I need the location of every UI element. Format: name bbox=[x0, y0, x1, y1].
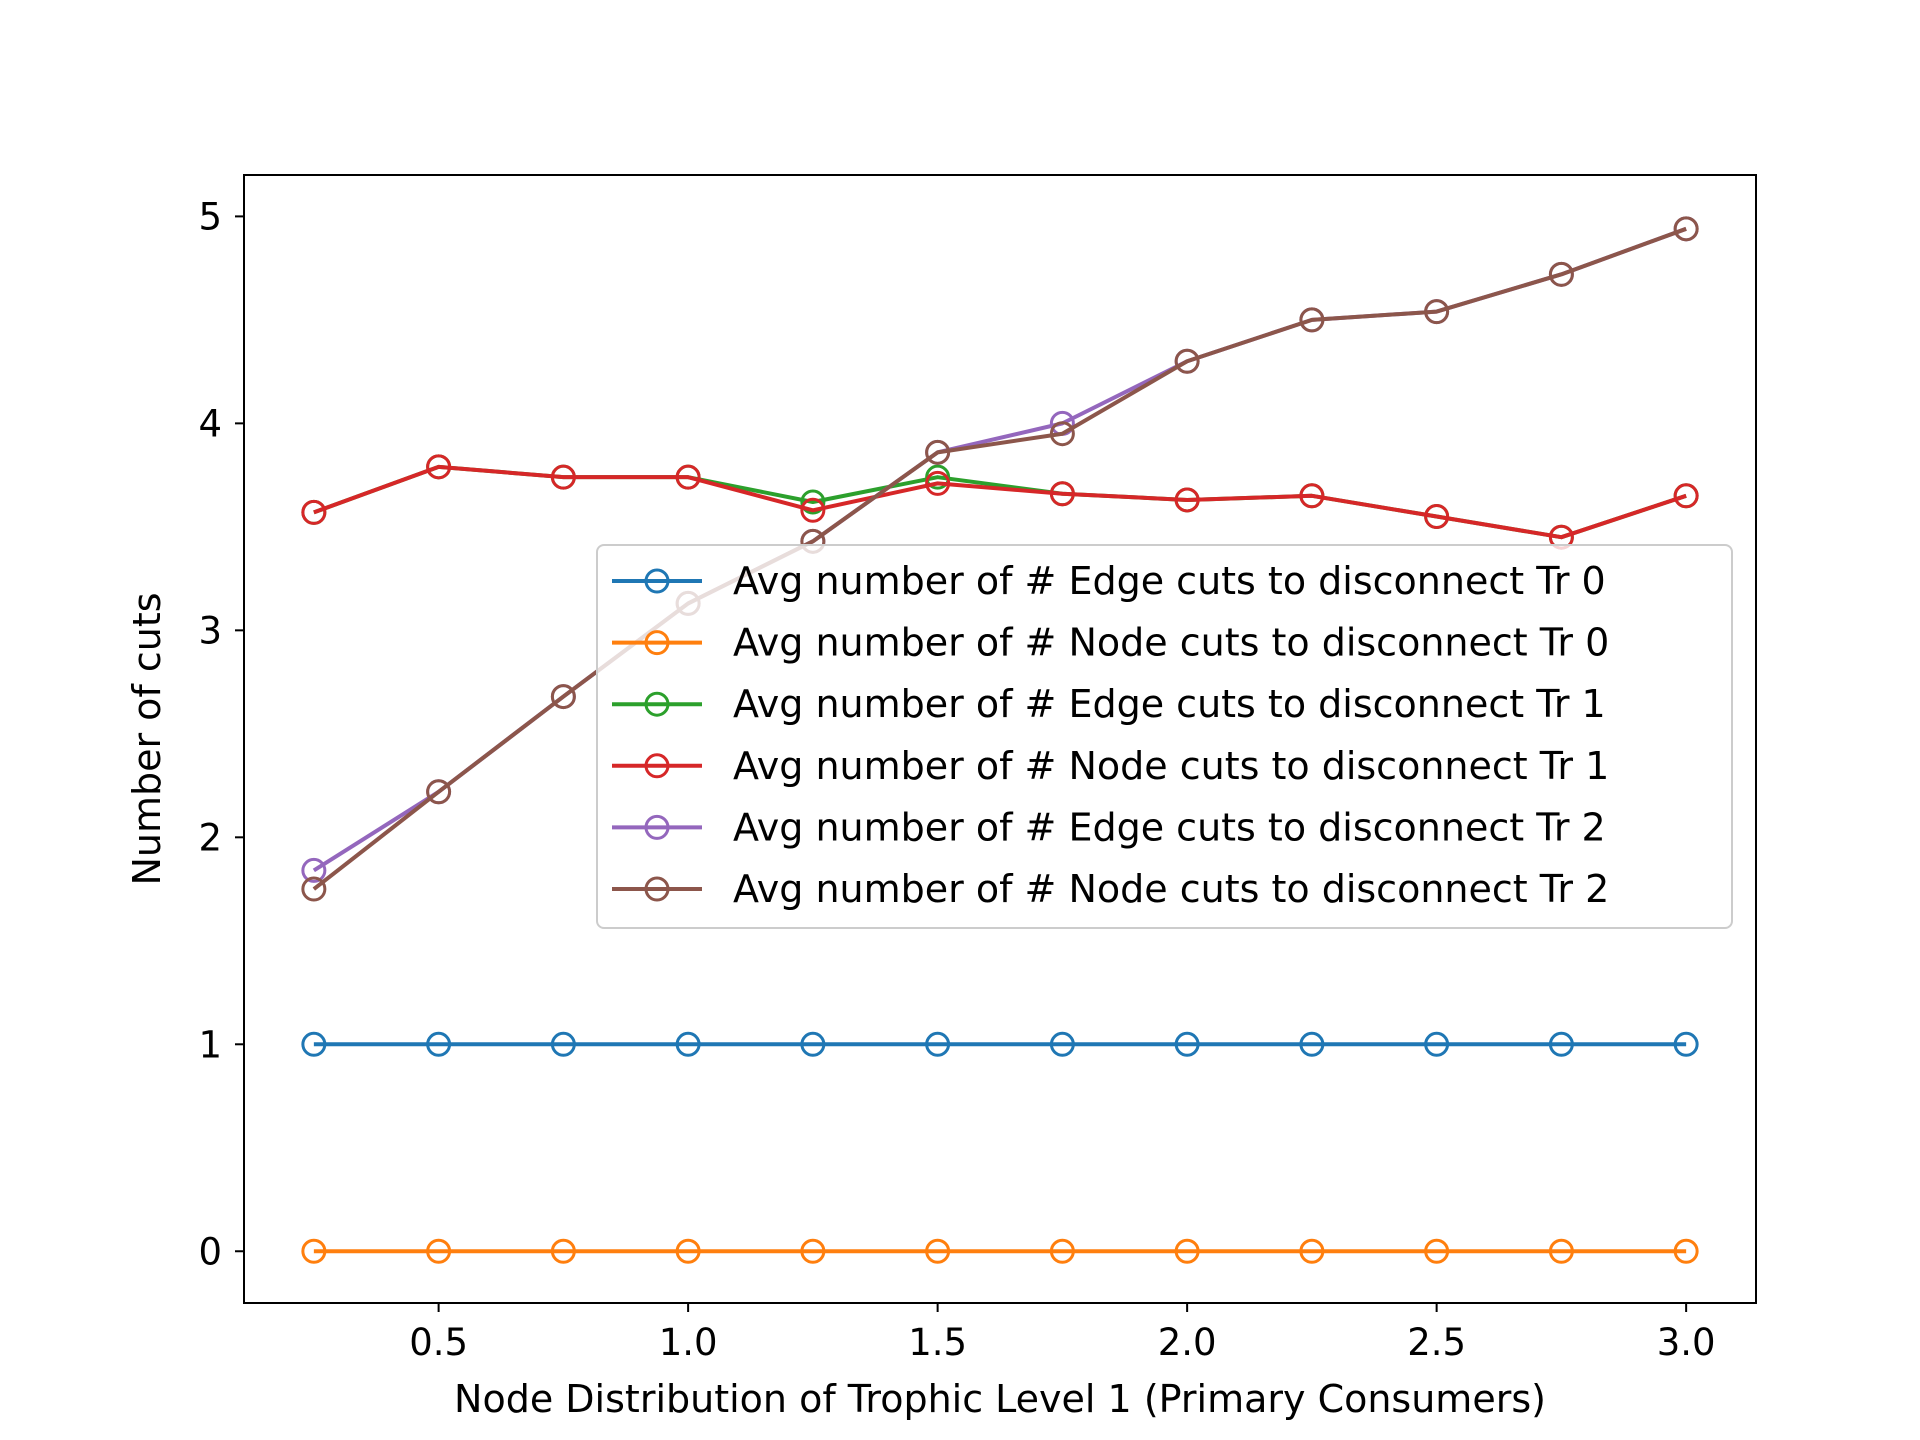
data-point bbox=[1174, 348, 1200, 374]
data-point bbox=[800, 489, 826, 515]
series-1 bbox=[301, 1238, 1699, 1264]
legend-item: Avg number of # Node cuts to disconnect … bbox=[612, 621, 1609, 665]
x-tick-label: 1.5 bbox=[908, 1321, 967, 1364]
legend-item: Avg number of # Edge cuts to disconnect … bbox=[612, 805, 1606, 849]
data-point bbox=[1424, 1031, 1450, 1057]
x-tick-label: 2.0 bbox=[1158, 1321, 1217, 1364]
data-point bbox=[925, 439, 951, 465]
y-tick-label: 0 bbox=[198, 1230, 222, 1273]
data-point bbox=[1424, 1238, 1450, 1264]
data-point bbox=[1424, 504, 1450, 530]
data-point bbox=[301, 876, 327, 902]
legend-marker bbox=[644, 753, 670, 779]
series-line bbox=[312, 226, 1687, 891]
data-point bbox=[1174, 1238, 1200, 1264]
data-point bbox=[1049, 481, 1075, 507]
x-tick-label: 3.0 bbox=[1657, 1321, 1716, 1364]
data-point bbox=[1673, 1031, 1699, 1057]
data-point bbox=[1049, 1238, 1075, 1264]
series-5 bbox=[301, 216, 1699, 902]
data-point bbox=[550, 464, 576, 490]
data-point bbox=[301, 499, 327, 525]
data-point bbox=[1424, 299, 1450, 325]
data-point bbox=[1548, 1238, 1574, 1264]
legend-marker bbox=[644, 876, 670, 902]
x-axis-label: Node Distribution of Trophic Level 1 (Pr… bbox=[454, 1377, 1546, 1421]
legend-label: Avg number of # Node cuts to disconnect … bbox=[733, 867, 1609, 911]
data-point bbox=[925, 1238, 951, 1264]
data-point bbox=[301, 857, 327, 883]
data-point bbox=[1548, 261, 1574, 287]
data-point bbox=[1299, 1031, 1325, 1057]
legend-label: Avg number of # Node cuts to disconnect … bbox=[733, 621, 1609, 665]
series-0 bbox=[301, 1031, 1699, 1057]
data-point bbox=[1049, 421, 1075, 447]
data-point bbox=[925, 1031, 951, 1057]
y-tick-label: 3 bbox=[198, 609, 222, 652]
data-point bbox=[800, 1031, 826, 1057]
data-point bbox=[1673, 1238, 1699, 1264]
data-point bbox=[675, 464, 701, 490]
data-point bbox=[550, 1238, 576, 1264]
legend-marker bbox=[644, 691, 670, 717]
y-axis-label: Number of cuts bbox=[125, 592, 169, 885]
y-tick-label: 4 bbox=[198, 402, 222, 445]
legend-item: Avg number of # Node cuts to disconnect … bbox=[612, 867, 1609, 911]
data-point bbox=[1673, 216, 1699, 242]
data-point bbox=[301, 1031, 327, 1057]
y-axis: 0 1 2 3 4 5 bbox=[198, 195, 244, 1273]
data-point bbox=[1299, 307, 1325, 333]
data-point bbox=[925, 464, 951, 490]
data-point bbox=[1299, 483, 1325, 509]
legend-label: Avg number of # Edge cuts to disconnect … bbox=[733, 682, 1606, 726]
legend-marker bbox=[644, 568, 670, 594]
series-layer bbox=[301, 216, 1699, 1264]
data-point bbox=[1299, 1238, 1325, 1264]
data-point bbox=[800, 497, 826, 523]
legend-item: Avg number of # Edge cuts to disconnect … bbox=[612, 682, 1606, 726]
legend-item: Avg number of # Edge cuts to disconnect … bbox=[612, 559, 1606, 603]
data-point bbox=[1174, 487, 1200, 513]
legend-marker bbox=[644, 630, 670, 656]
data-point bbox=[550, 684, 576, 710]
legend-marker bbox=[644, 814, 670, 840]
y-tick-label: 5 bbox=[198, 195, 222, 238]
legend-label: Avg number of # Edge cuts to disconnect … bbox=[733, 805, 1606, 849]
series-3 bbox=[301, 454, 1699, 550]
data-point bbox=[550, 1031, 576, 1057]
x-tick-label: 2.5 bbox=[1407, 1321, 1466, 1364]
data-point bbox=[1548, 1031, 1574, 1057]
legend-item: Avg number of # Node cuts to disconnect … bbox=[612, 744, 1609, 788]
data-point bbox=[301, 1238, 327, 1264]
data-point bbox=[1049, 1031, 1075, 1057]
data-point bbox=[426, 1031, 452, 1057]
y-tick-label: 1 bbox=[198, 1023, 222, 1066]
series-line bbox=[313, 464, 1687, 540]
data-point bbox=[426, 779, 452, 805]
data-point bbox=[1673, 483, 1699, 509]
legend-box bbox=[596, 544, 1733, 929]
data-point bbox=[925, 470, 951, 496]
plot-frame bbox=[243, 174, 1757, 1304]
data-point bbox=[426, 1238, 452, 1264]
legend-label: Avg number of # Edge cuts to disconnect … bbox=[733, 559, 1606, 603]
x-tick-label: 1.0 bbox=[659, 1321, 718, 1364]
data-point bbox=[675, 1238, 701, 1264]
legend: Avg number of # Edge cuts to disconnect … bbox=[596, 544, 1733, 929]
legend-label: Avg number of # Node cuts to disconnect … bbox=[733, 744, 1609, 788]
data-point bbox=[1174, 1031, 1200, 1057]
x-axis: 0.5 1.0 1.5 2.0 2.5 3.0 bbox=[409, 1303, 1716, 1364]
x-tick-label: 0.5 bbox=[409, 1321, 468, 1364]
data-point bbox=[675, 1031, 701, 1057]
data-point bbox=[800, 1238, 826, 1264]
y-tick-label: 2 bbox=[198, 816, 222, 859]
data-point bbox=[426, 454, 452, 480]
